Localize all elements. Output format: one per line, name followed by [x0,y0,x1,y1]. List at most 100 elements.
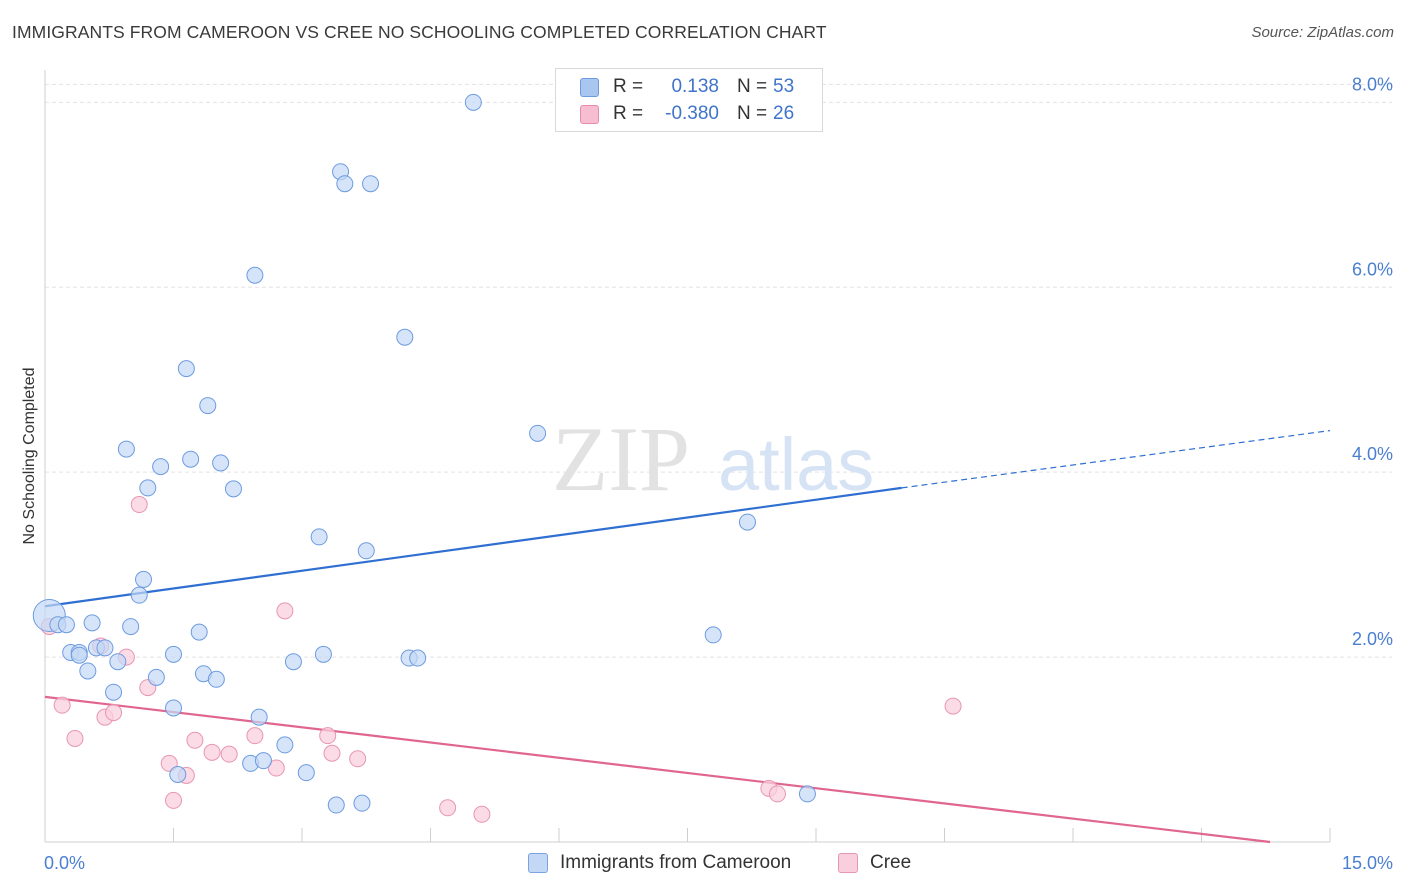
cameroon-point [199,397,217,415]
legend-item-cree[interactable]: Cree [838,852,911,874]
cameroon-point [529,424,547,442]
r-label: R = [613,76,644,97]
watermark-zip: ZIP [552,408,690,510]
cameroon-point [135,570,153,588]
cree-point [276,602,294,620]
cameroon-point [284,653,302,671]
y-tick-labels: 2.0% 4.0% 6.0% 8.0% [1352,74,1393,649]
cameroon-point [327,796,345,814]
cameroon-trend-extension [901,429,1331,489]
cameroon-swatch [580,77,599,97]
cameroon-point [139,479,157,497]
r-value: -0.380 [665,103,719,124]
cameroon-point [165,645,182,663]
chart-title: IMMIGRANTS FROM CAMEROON VS CREE NO SCHO… [12,22,827,42]
grid-lines [45,83,1392,658]
legend-label-cree: Cree [870,852,912,873]
cameroon-point [130,586,148,604]
cameroon-point [57,616,75,634]
cameroon-point [357,542,375,560]
cameroon-point [147,668,165,686]
y-axis-label: No Schooling Completed [21,368,38,545]
cameroon-point [109,653,127,671]
cameroon-point [353,794,371,812]
cameroon-point [169,766,187,784]
x-tick-labels: 0.0% 15.0% [44,853,1393,873]
n-value: 53 [773,76,795,97]
n-label: N = [737,76,768,97]
cree-point [186,731,204,749]
x-tick-label: 15.0% [1342,853,1393,873]
cameroon-trend-line [44,486,902,608]
cameroon-point [250,708,268,726]
cree-point [66,729,84,747]
r-value: 0.138 [671,76,719,97]
cameroon-point [314,645,332,663]
cameroon-point [70,646,88,664]
cameroon-point [165,699,182,717]
legend-row-cree: R = -0.380 N = 26 [580,102,794,126]
cree-point [203,743,221,761]
watermark-atlas: atlas [718,423,874,506]
cameroon-point [96,639,114,657]
cameroon-point [336,175,354,193]
cree-point [130,496,148,514]
cree-point [768,785,786,803]
cameroon-point [212,454,230,472]
n-value: 26 [773,103,795,124]
cree-point [105,704,123,722]
axes [44,70,1331,843]
cameroon-point [310,528,328,546]
n-label: N = [737,103,768,124]
cameroon-point [207,670,225,688]
cameroon-point [117,440,135,458]
cameroon-point [254,752,272,770]
legend-row-cameroon: R = 0.138 N = 53 [580,75,794,99]
cree-point [165,791,182,809]
cameroon-point [79,662,97,680]
cameroon-point [122,618,140,636]
cameroon-point [182,450,200,468]
cameroon-point [704,626,722,644]
cameroon-point [362,175,380,193]
cameroon-point [190,623,208,641]
cameroon-point [396,328,414,346]
cameroon-point [246,266,264,284]
cameroon-point [464,93,482,111]
cameroon-point [798,785,816,803]
cameroon-point [177,360,195,378]
cameroon-point [83,614,101,632]
cree-point [319,727,337,745]
data-points [32,93,962,823]
cree-trend-line [44,695,1271,844]
cree-point [349,750,367,768]
cree-point [323,744,341,762]
cameroon-point [409,649,427,667]
cree-point [473,805,491,823]
cree-point [267,759,285,777]
cameroon-point [276,736,294,754]
trend-lines [44,429,1331,844]
x-tick-label: 0.0% [44,853,85,873]
legend-label-cameroon: Immigrants from Cameroon [560,852,792,873]
cree-point [944,697,962,715]
y-tick-label: 4.0% [1352,444,1393,464]
watermark: ZIP atlas [552,408,874,510]
cree-point [246,727,264,745]
cameroon-point [152,458,170,476]
cameroon-point [105,683,123,701]
legend-stats: R = 0.138 N = 53 R = -0.380 N = 26 [555,68,823,132]
r-label: R = [613,103,644,124]
cameroon-point [297,764,315,782]
cameroon-point [224,480,242,498]
y-tick-label: 2.0% [1352,629,1393,649]
legend-item-cameroon[interactable]: Immigrants from Cameroon [528,852,791,874]
source-credit: Source: ZipAtlas.com [1251,24,1394,41]
cameroon-point [738,513,756,531]
y-tick-label: 6.0% [1352,259,1393,279]
cree-swatch [580,104,599,124]
cree-legend-swatch [838,853,858,873]
cameroon-legend-swatch [528,853,548,873]
legend-series: Immigrants from Cameroon Cree [0,852,1406,878]
